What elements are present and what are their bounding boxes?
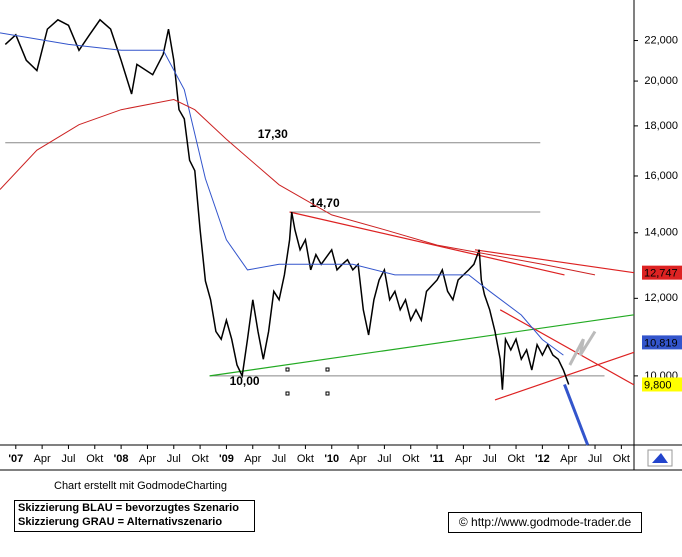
- x-tick-label: '11: [430, 453, 444, 465]
- x-tick-label: '09: [219, 453, 234, 465]
- x-tick-label: '10: [324, 453, 339, 465]
- y-tick-label: 20,000: [644, 75, 678, 87]
- copyright: © http://www.godmode-trader.de: [448, 512, 642, 533]
- price-tag-label: 12,747: [644, 268, 678, 280]
- x-tick-label: Jul: [61, 453, 75, 465]
- trendline: [563, 383, 590, 446]
- price-tag: [642, 377, 682, 392]
- trendline: [499, 309, 635, 386]
- icon-box: [647, 449, 673, 467]
- price-tag: [642, 335, 682, 350]
- x-tick-label: Okt: [507, 453, 524, 465]
- x-tick-label: '08: [114, 453, 129, 465]
- level-label: 10,00: [230, 374, 260, 388]
- icon: [652, 453, 668, 463]
- background: [0, 0, 682, 475]
- x-tick-label: Jul: [588, 453, 602, 465]
- x-tick-label: Apr: [560, 453, 577, 465]
- markers: [285, 367, 330, 396]
- trendline: [568, 330, 597, 366]
- price-tag-label: 9,800: [644, 379, 672, 391]
- legend-note: Skizzierung GRAU = Alternativszenario: [18, 516, 223, 528]
- trendline: [474, 249, 635, 274]
- credit: Chart erstellt mit GodmodeCharting: [54, 480, 228, 492]
- x-tick-label: Okt: [192, 453, 209, 465]
- moving-average: [0, 98, 596, 276]
- trendline: [494, 351, 635, 401]
- x-tick-label: Apr: [34, 453, 51, 465]
- x-tick-label: Okt: [297, 453, 314, 465]
- x-tick-label: Okt: [86, 453, 103, 465]
- x-tick-label: Okt: [402, 453, 419, 465]
- x-tick-label: '07: [8, 453, 23, 465]
- x-tick-label: Jul: [167, 453, 181, 465]
- level-label: 17,30: [258, 127, 288, 141]
- y-tick-label: 12,000: [644, 292, 678, 304]
- x-tick-label: Okt: [613, 453, 630, 465]
- price-tag: [642, 265, 682, 280]
- legend-note: Skizzierung BLAU = bevorzugtes Szenario: [18, 502, 239, 514]
- trendline: [209, 314, 635, 377]
- moving-average: [0, 32, 564, 356]
- y-tick-label: 16,000: [644, 170, 678, 182]
- x-tick-label: Apr: [350, 453, 367, 465]
- x-tick-label: Apr: [455, 453, 472, 465]
- x-tick-label: Jul: [272, 453, 286, 465]
- legend-box: Skizzierung BLAU = bevorzugtes Szenario …: [14, 500, 255, 532]
- y-tick-label: 14,000: [644, 227, 678, 239]
- x-tick-label: Jul: [483, 453, 497, 465]
- price-tag-label: 10,819: [644, 337, 678, 349]
- x-tick-label: Apr: [139, 453, 156, 465]
- x-tick-label: '12: [535, 453, 550, 465]
- y-tick-label: 22,000: [644, 34, 678, 46]
- x-tick-label: Apr: [244, 453, 261, 465]
- x-tick-label: Jul: [377, 453, 391, 465]
- trendline: [289, 211, 565, 276]
- y-tick-label: 18,000: [644, 120, 678, 132]
- chart: 10,00012,00014,00016,00018,00020,00022,0…: [0, 0, 682, 475]
- level-label: 14,70: [310, 196, 340, 210]
